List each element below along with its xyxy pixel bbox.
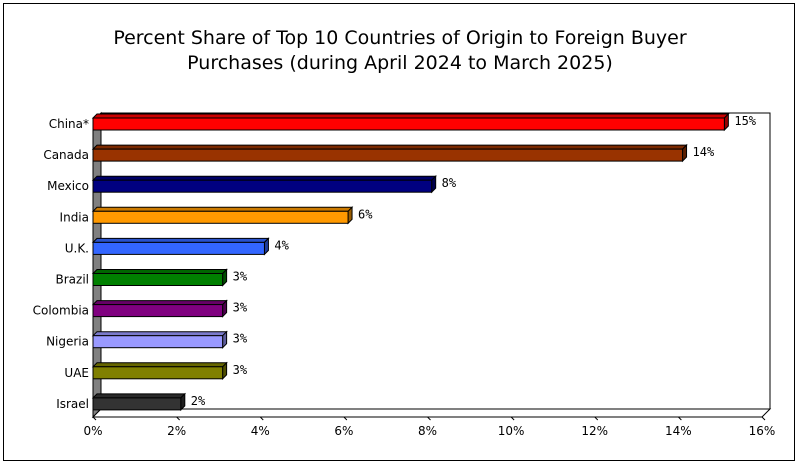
bar-top bbox=[91, 237, 270, 243]
data-label: 3% bbox=[233, 363, 248, 377]
data-label: 3% bbox=[233, 332, 248, 346]
chart-title: Percent Share of Top 10 Countries of Ori… bbox=[0, 26, 800, 76]
x-tick-mark bbox=[92, 416, 97, 421]
category-label: Mexico bbox=[47, 179, 89, 193]
bar-front bbox=[92, 148, 684, 162]
data-label: 8% bbox=[442, 176, 457, 190]
bar-top bbox=[91, 175, 437, 181]
bar-front bbox=[92, 273, 224, 286]
category-label: Colombia bbox=[33, 304, 89, 318]
chart-title-line-2: Purchases (during April 2024 to March 20… bbox=[187, 52, 613, 74]
category-labels: China* Canada Mexico India U.K. Brazil Colombi… bbox=[33, 117, 89, 411]
bar-india bbox=[91, 206, 354, 225]
bar-front bbox=[92, 304, 224, 318]
bar-front bbox=[92, 210, 349, 224]
chart-title-line-1: Percent Share of Top 10 Countries of Ori… bbox=[113, 27, 687, 49]
bar-colombia bbox=[91, 299, 228, 318]
category-label: Nigeria bbox=[46, 335, 89, 349]
bar-front bbox=[92, 117, 725, 131]
x-tick-mark bbox=[594, 416, 599, 421]
bar-front bbox=[92, 397, 182, 411]
x-axis-ticks: 0% 2% 4% 6% 8% 10% 12% 14% 16% bbox=[83, 416, 776, 438]
x-tick-mark bbox=[761, 416, 766, 421]
bar-front bbox=[92, 241, 265, 255]
x-tick-label: 14% bbox=[665, 424, 692, 438]
x-tick-label: 10% bbox=[498, 424, 525, 438]
data-labels: 15% 14% 8% 6% 4% 3% 3% 3% 3% 2% bbox=[191, 114, 757, 408]
bar-top bbox=[91, 300, 228, 306]
bar-mexico bbox=[91, 174, 437, 194]
category-label: Canada bbox=[43, 148, 89, 162]
bar-brazil bbox=[91, 268, 228, 287]
category-label: UAE bbox=[64, 366, 89, 380]
x-tick-label: 4% bbox=[251, 424, 270, 438]
category-label: Brazil bbox=[56, 273, 90, 287]
x-tick-label: 2% bbox=[167, 424, 186, 438]
x-tick-label: 12% bbox=[581, 424, 608, 438]
category-label: U.K. bbox=[65, 241, 89, 255]
x-tick-label: 0% bbox=[83, 424, 102, 438]
data-label: 2% bbox=[191, 394, 206, 408]
data-label: 4% bbox=[274, 238, 289, 252]
category-label: Israel bbox=[56, 397, 89, 411]
bar-china bbox=[91, 112, 730, 132]
bar-top bbox=[91, 206, 354, 212]
bar-top bbox=[91, 362, 228, 368]
bar-top bbox=[91, 144, 688, 150]
category-label: China* bbox=[49, 117, 89, 131]
x-tick-label: 16% bbox=[749, 424, 776, 438]
data-label: 14% bbox=[693, 145, 715, 159]
category-label: India bbox=[60, 210, 89, 224]
data-label: 15% bbox=[734, 114, 756, 128]
bar-israel bbox=[91, 392, 187, 412]
bar-nigeria bbox=[91, 330, 228, 349]
bar-top bbox=[91, 393, 187, 399]
x-tick-mark bbox=[510, 416, 515, 421]
bar-u-k bbox=[91, 237, 270, 256]
x-tick-label: 8% bbox=[418, 424, 437, 438]
x-tick-mark bbox=[678, 416, 682, 421]
bar-front bbox=[92, 179, 433, 193]
data-label: 3% bbox=[233, 270, 248, 284]
bar-canada bbox=[91, 143, 688, 163]
x-tick-mark bbox=[427, 416, 431, 421]
bar-top bbox=[91, 269, 228, 274]
bar-top bbox=[91, 113, 730, 119]
data-label: 3% bbox=[233, 301, 248, 315]
bar-front bbox=[92, 335, 224, 349]
chart-frame bbox=[3, 3, 795, 461]
x-tick-label: 6% bbox=[334, 424, 353, 438]
x-tick-mark bbox=[176, 416, 180, 421]
bar-front bbox=[92, 366, 224, 380]
back-wall-edge bbox=[101, 112, 771, 409]
bars bbox=[91, 112, 730, 412]
x-tick-mark bbox=[259, 416, 264, 421]
x-tick-mark bbox=[343, 416, 348, 421]
floor bbox=[91, 408, 772, 418]
bar-top bbox=[91, 331, 228, 337]
bar-uae bbox=[91, 361, 228, 381]
data-label: 6% bbox=[358, 207, 373, 221]
